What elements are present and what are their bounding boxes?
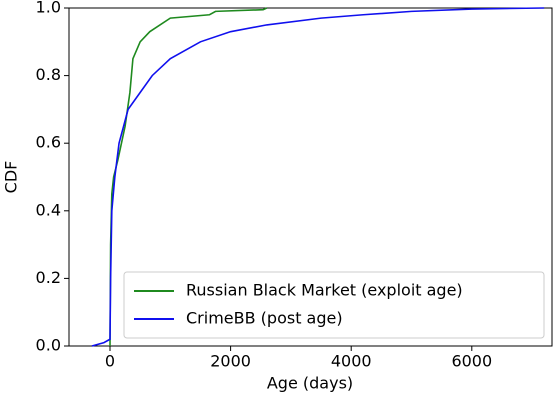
plot-frame xyxy=(68,7,553,347)
y-axis-label: CDF xyxy=(2,161,21,194)
x-tick-label: 0 xyxy=(105,352,115,371)
y-tick-label: 0.4 xyxy=(36,200,61,219)
x-tick-label: 2000 xyxy=(210,352,251,371)
line xyxy=(109,7,268,347)
y-tick-label: 0.6 xyxy=(36,133,61,152)
x-axis-label: Age (days) xyxy=(267,374,353,393)
line xyxy=(91,7,545,347)
legend-box xyxy=(123,271,545,339)
legend-label: CrimeBB (post age) xyxy=(186,309,343,328)
y-tick-label: 0.0 xyxy=(36,336,61,355)
x-tick-label: 4000 xyxy=(331,352,372,371)
legend-label: Russian Black Market (exploit age) xyxy=(186,281,463,300)
x-tick-label: 6000 xyxy=(451,352,492,371)
y-tick-label: 0.8 xyxy=(36,65,61,84)
y-tick-label: 0.2 xyxy=(36,268,61,287)
y-tick-label: 1.0 xyxy=(36,0,61,17)
